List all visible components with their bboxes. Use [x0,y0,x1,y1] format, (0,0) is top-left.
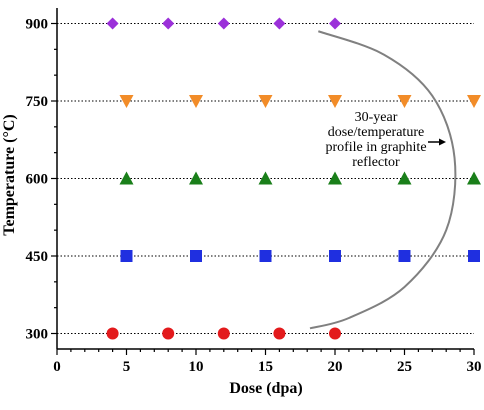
marker-square-30-450 [468,250,480,262]
data-marks [106,17,481,340]
marker-triangle-up-10-600 [189,171,203,185]
y-ticks: 300 450 600 750 900 [26,17,57,343]
marker-triangle-up-15-600 [258,171,273,185]
marker-triangle-down-25-750 [397,95,412,108]
marker-diamond-4-900 [106,17,119,30]
marker-diamond-20-900 [329,17,341,30]
annotation-arrow [428,138,446,146]
annotation-line-2: dose/temperature [328,125,424,140]
annotation: 30-year dose/temperature profile in grap… [325,110,446,170]
y-axis-title: Temperature (°C) [1,114,18,235]
marker-square-15-450 [259,250,272,262]
marker-triangle-up-25-600 [397,171,412,185]
annotation-line-3: profile in graphite [325,140,426,155]
profile-curve [309,30,457,330]
y-tick-label-450: 450 [26,249,49,265]
annotation-line-4: reflector [352,155,400,170]
x-ticks: 0 5 10 15 20 25 30 [53,349,482,375]
marker-square-25-450 [398,250,411,262]
marker-circle-12-300 [217,327,230,340]
x-tick-label-0: 0 [53,359,61,375]
marker-triangle-up-20-600 [328,171,342,185]
y-tick-label-900: 900 [26,17,49,33]
marker-triangle-down-10-750 [189,95,203,108]
y-tick-label-300: 300 [26,327,49,343]
marker-triangle-down-15-750 [258,95,273,108]
marker-triangle-down-20-750 [328,95,342,108]
y-tick-label-750: 750 [26,94,49,110]
annotation-line-1: 30-year [355,110,398,125]
marker-circle-20-300 [329,327,341,340]
marker-square-5-450 [120,250,133,262]
marker-circle-16-300 [273,327,286,340]
x-tick-label-10: 10 [189,359,204,375]
marker-square-10-450 [190,250,202,262]
x-tick-label-5: 5 [123,359,131,375]
x-tick-label-25: 25 [397,359,412,375]
marker-triangle-up-5-600 [119,171,134,185]
marker-circle-4-300 [106,327,119,340]
y-tick-label-600: 600 [26,172,49,188]
x-tick-label-20: 20 [328,359,343,375]
marker-diamond-16-900 [273,17,286,30]
profile-curve-layer [309,30,457,330]
x-tick-label-15: 15 [258,359,273,375]
marker-circle-8-300 [162,327,175,340]
arrow-head [439,138,446,146]
marker-triangle-down-5-750 [119,95,134,108]
x-axis-title: Dose (dpa) [229,380,302,397]
marker-triangle-up-30-600 [467,171,481,185]
marker-square-20-450 [329,250,341,262]
marker-diamond-8-900 [162,17,175,30]
marker-diamond-12-900 [217,17,230,30]
x-tick-label-30: 30 [467,359,482,375]
marker-triangle-down-30-750 [467,95,481,108]
